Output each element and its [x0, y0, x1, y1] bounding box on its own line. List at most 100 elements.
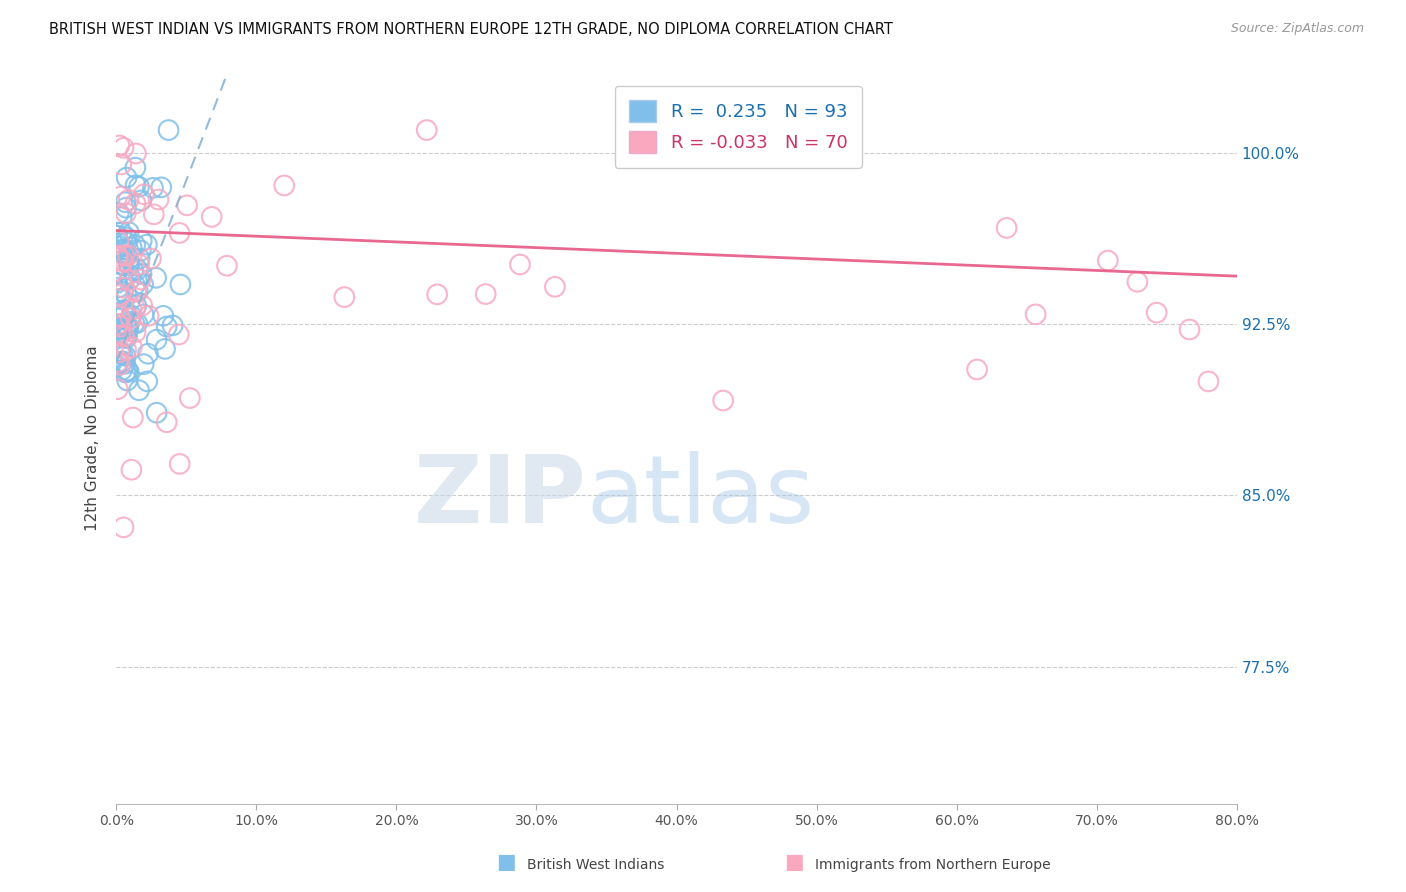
Point: [128, 179, 150, 194]
Y-axis label: 12th Grade, No Diploma: 12th Grade, No Diploma: [86, 345, 100, 531]
Point: [131, 267, 153, 281]
Point: [107, 286, 129, 301]
Point: [122, 263, 145, 277]
Point: [112, 242, 135, 256]
Point: [131, 194, 153, 208]
Point: [110, 292, 132, 306]
Point: [129, 244, 152, 258]
Text: ■: ■: [496, 853, 516, 872]
Point: [120, 309, 142, 323]
Point: [117, 322, 139, 336]
Point: [121, 240, 143, 254]
Point: [108, 344, 131, 359]
Point: [138, 309, 160, 323]
Point: [152, 309, 174, 323]
Point: [1126, 275, 1149, 289]
Point: [474, 287, 496, 301]
Point: [112, 248, 135, 262]
Point: [215, 259, 238, 273]
Point: [162, 318, 184, 333]
Point: [115, 343, 138, 357]
Point: [131, 298, 153, 312]
Point: [124, 316, 146, 330]
Point: [120, 311, 142, 326]
Text: Immigrants from Northern Europe: Immigrants from Northern Europe: [815, 858, 1052, 872]
Point: [132, 308, 155, 322]
Point: [142, 181, 165, 195]
Point: [111, 258, 134, 272]
Point: [115, 206, 138, 220]
Point: [122, 410, 145, 425]
Point: [136, 375, 159, 389]
Point: [117, 193, 139, 207]
Point: [112, 520, 135, 534]
Point: [115, 373, 138, 387]
Point: [127, 262, 149, 277]
Point: [148, 193, 170, 207]
Point: [108, 236, 131, 251]
Point: [118, 315, 141, 329]
Point: [118, 273, 141, 287]
Point: [114, 195, 136, 210]
Point: [273, 178, 295, 193]
Point: [711, 393, 734, 408]
Text: BRITISH WEST INDIAN VS IMMIGRANTS FROM NORTHERN EUROPE 12TH GRADE, NO DIPLOMA CO: BRITISH WEST INDIAN VS IMMIGRANTS FROM N…: [49, 22, 893, 37]
Point: [107, 355, 129, 369]
Point: [1097, 253, 1119, 268]
Point: [544, 280, 567, 294]
Point: [120, 271, 142, 285]
Point: [415, 123, 437, 137]
Point: [107, 264, 129, 278]
Point: [169, 226, 191, 240]
Point: [111, 348, 134, 362]
Point: [509, 257, 531, 271]
Point: [169, 277, 191, 292]
Point: [110, 287, 132, 301]
Point: [135, 237, 157, 252]
Point: [115, 230, 138, 244]
Point: [118, 365, 141, 379]
Point: [169, 457, 191, 471]
Point: [110, 322, 132, 336]
Point: [117, 321, 139, 335]
Point: [132, 187, 155, 202]
Point: [117, 363, 139, 377]
Point: [107, 321, 129, 335]
Point: [108, 345, 131, 359]
Point: [111, 354, 134, 368]
Point: [111, 363, 134, 377]
Point: [115, 170, 138, 185]
Point: [145, 270, 167, 285]
Point: [124, 178, 146, 193]
Point: [112, 141, 135, 155]
Point: [112, 329, 135, 343]
Point: [107, 382, 129, 396]
Point: [107, 235, 129, 249]
Point: [139, 252, 162, 266]
Point: [105, 276, 128, 290]
Point: [125, 146, 148, 161]
Point: [156, 319, 179, 334]
Point: [107, 206, 129, 220]
Point: [107, 322, 129, 336]
Point: [112, 303, 135, 318]
Point: [124, 238, 146, 252]
Point: [1146, 306, 1168, 320]
Point: [121, 302, 143, 317]
Text: British West Indians: British West Indians: [527, 858, 665, 872]
Point: [112, 245, 135, 260]
Point: [108, 328, 131, 343]
Point: [995, 220, 1018, 235]
Legend: R =  0.235   N = 93, R = -0.033   N = 70: R = 0.235 N = 93, R = -0.033 N = 70: [614, 86, 862, 168]
Text: ■: ■: [785, 853, 804, 872]
Point: [105, 265, 128, 279]
Point: [107, 280, 129, 294]
Point: [201, 210, 224, 224]
Point: [124, 161, 146, 175]
Point: [107, 310, 129, 325]
Point: [110, 319, 132, 334]
Point: [118, 252, 141, 267]
Point: [110, 273, 132, 287]
Point: [117, 248, 139, 262]
Point: [125, 299, 148, 313]
